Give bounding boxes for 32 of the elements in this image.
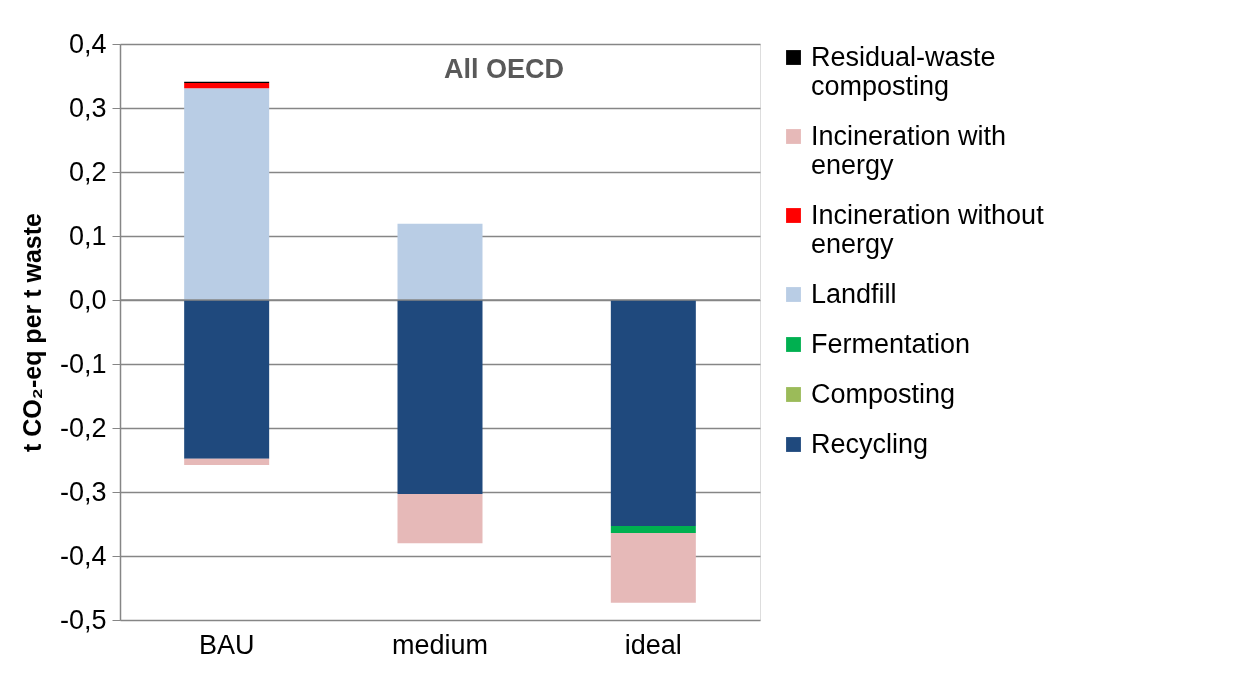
legend-label: Incineration with energy bbox=[811, 120, 1007, 180]
y-tick-label: 0,0 bbox=[68, 284, 107, 315]
bar bbox=[397, 300, 483, 494]
bar bbox=[184, 300, 270, 459]
y-tick-label: -0,2 bbox=[59, 412, 107, 443]
y-tick-label: 0,2 bbox=[68, 156, 107, 187]
legend-label: Recycling bbox=[811, 428, 929, 459]
bar bbox=[184, 83, 270, 89]
legend-label: Residual-waste composting bbox=[811, 41, 996, 101]
y-tick-label: -0,5 bbox=[59, 604, 107, 635]
bar bbox=[610, 525, 696, 533]
y-tick-label: 0,4 bbox=[68, 28, 107, 59]
bar bbox=[610, 532, 696, 603]
legend-label: Composting bbox=[811, 378, 956, 409]
y-tick-label: 0,1 bbox=[68, 220, 107, 251]
y-tick-label: -0,3 bbox=[59, 476, 107, 507]
bar bbox=[184, 458, 270, 466]
x-tick-label: BAU bbox=[198, 629, 255, 660]
y-tick-label: -0,1 bbox=[59, 348, 107, 379]
legend-label: Fermentation bbox=[811, 328, 971, 359]
y-tick-label: -0,4 bbox=[59, 540, 107, 571]
chart-title: All OECD bbox=[443, 54, 565, 84]
bar bbox=[184, 88, 270, 300]
y-tick-label: 0,3 bbox=[68, 92, 107, 123]
bar bbox=[397, 493, 483, 544]
y-axis-title: t CO₂-eq per t waste bbox=[17, 212, 46, 452]
bar bbox=[610, 300, 696, 526]
x-tick-label: medium bbox=[391, 629, 489, 660]
bar bbox=[397, 223, 483, 300]
x-tick-label: ideal bbox=[624, 629, 682, 660]
legend-label: Incineration without energy bbox=[811, 199, 1045, 259]
legend-label: Landfill bbox=[811, 278, 897, 309]
